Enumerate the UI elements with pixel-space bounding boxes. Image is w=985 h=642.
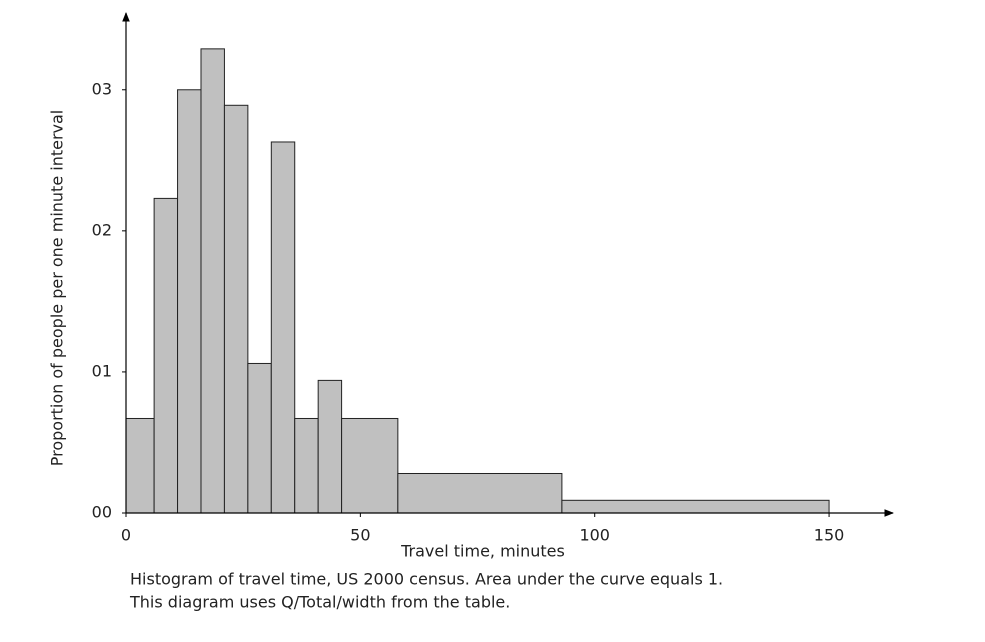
bar [270,141,296,514]
bar [223,104,249,514]
y-tick-label: 03 [92,79,112,98]
y-tick-label: 02 [92,220,112,239]
bar [294,417,319,514]
x-tick-label: 50 [350,526,370,545]
bar [153,197,179,514]
bar [177,89,202,514]
bar [397,472,563,514]
bar [200,48,225,514]
x-axis-label: Travel time, minutes [400,542,565,561]
y-tick-label: 00 [92,503,112,522]
y-tick-label: 01 [92,361,112,380]
x-tick-label: 150 [814,526,845,545]
bars [125,48,830,514]
bar [247,362,272,514]
caption: Histogram of travel time, US 2000 census… [130,570,723,589]
bar [125,417,155,514]
caption: This diagram uses Q/Total/width from the… [129,593,510,612]
x-tick-label: 100 [579,526,610,545]
y-axis-label: Proportion of people per one minute inte… [48,110,67,467]
bar [561,499,830,514]
x-tick-label: 0 [121,526,131,545]
bar [317,379,343,514]
bar [341,417,399,514]
